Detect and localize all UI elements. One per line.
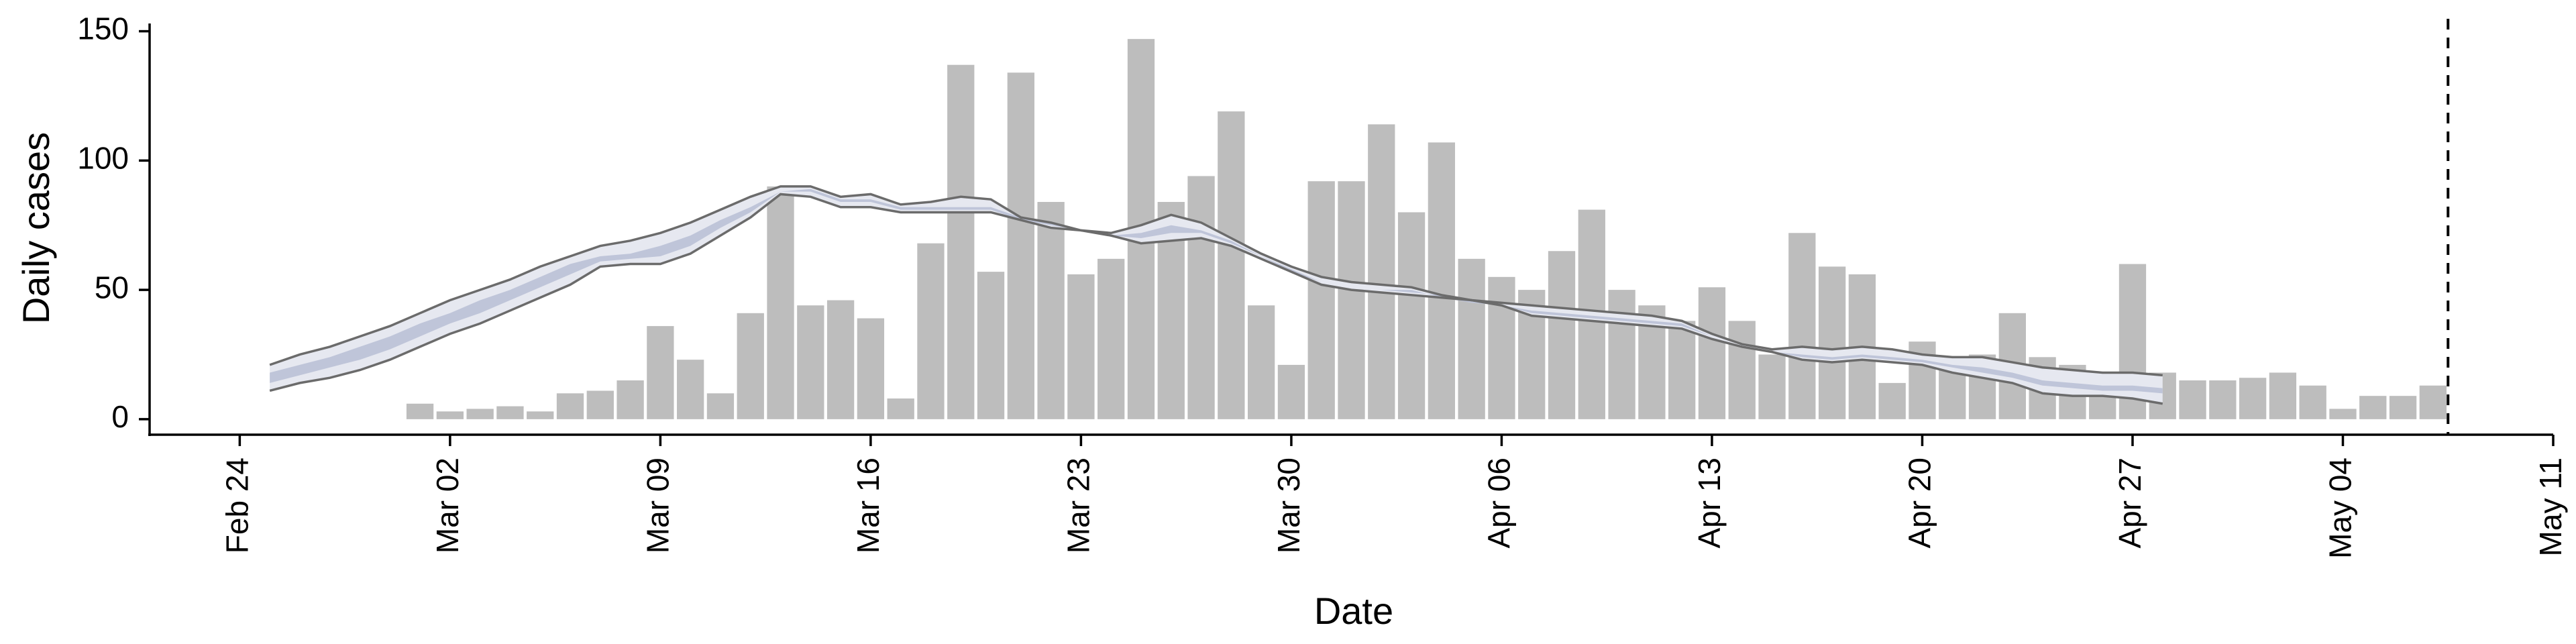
bar-2020-04-03 (1397, 212, 1426, 419)
bar-2020-03-07 (586, 390, 614, 419)
y-tick-label: 100 (77, 140, 129, 175)
bar-2020-03-01 (406, 403, 434, 419)
bar-2020-04-19 (1878, 382, 1906, 419)
y-axis-title: Daily cases (15, 132, 57, 324)
bar-2020-03-03 (466, 409, 494, 419)
bar-2020-03-15 (826, 300, 855, 419)
estimate-upper-line (269, 185, 2163, 377)
x-tick-label: Apr 13 (1692, 458, 1727, 549)
bar-2020-03-17 (887, 398, 914, 419)
bar-2020-04-17 (1818, 266, 1846, 419)
bar-2020-04-05 (1458, 258, 1485, 419)
bar-2020-03-27 (1187, 176, 1215, 419)
bar-2020-03-02 (436, 411, 464, 419)
bar-2020-04-04 (1428, 142, 1456, 419)
x-tick-label: Mar 02 (430, 458, 465, 553)
x-tick-label: Apr 06 (1482, 458, 1517, 549)
y-tick-label: 0 (111, 399, 129, 434)
bar-2020-05-03 (2299, 385, 2326, 419)
estimate-band-layer (269, 185, 2163, 405)
x-axis-title: Date (1314, 590, 1393, 632)
bars-layer (406, 39, 2447, 419)
bar-2020-03-05 (527, 411, 554, 419)
bar-2020-04-12 (1668, 321, 1696, 419)
bar-2020-04-14 (1728, 321, 1756, 419)
bar-2020-04-08 (1548, 251, 1576, 419)
bar-2020-05-02 (2269, 372, 2297, 419)
x-tick-label: Apr 27 (2112, 458, 2147, 549)
y-tick-label: 150 (77, 11, 129, 46)
bar-2020-03-13 (767, 186, 794, 419)
bar-2020-03-04 (496, 406, 524, 419)
bar-2020-04-01 (1338, 181, 1365, 419)
bar-2020-03-21 (1007, 72, 1034, 419)
bar-2020-03-29 (1247, 305, 1275, 419)
bar-2020-04-02 (1368, 124, 1395, 419)
x-tick-label: May 11 (2533, 458, 2568, 556)
bar-2020-05-07 (2419, 385, 2447, 419)
x-tick-label: May 04 (2323, 458, 2358, 559)
bar-2020-03-20 (977, 272, 1005, 419)
y-ticks-layer: 0 50 100 150 (77, 11, 150, 434)
bar-2020-04-30 (2209, 380, 2237, 419)
estimate-lower-line (269, 193, 2163, 405)
bar-2020-05-01 (2239, 378, 2267, 419)
bar-2020-03-14 (797, 305, 824, 419)
bar-2020-03-22 (1037, 202, 1065, 419)
bar-2020-03-10 (677, 360, 704, 419)
x-tick-label: Mar 16 (851, 458, 885, 553)
bar-2020-03-31 (1307, 181, 1335, 419)
bar-2020-05-06 (2389, 396, 2417, 419)
bar-2020-03-28 (1218, 111, 1245, 419)
x-tick-label: Apr 20 (1902, 458, 1937, 549)
bar-2020-03-16 (857, 318, 885, 419)
bar-2020-03-12 (737, 313, 764, 419)
bar-2020-03-19 (947, 64, 975, 419)
bar-2020-04-16 (1788, 233, 1816, 419)
bar-2020-03-18 (917, 243, 945, 419)
x-tick-label: Mar 23 (1061, 458, 1096, 553)
bar-2020-03-08 (616, 380, 644, 419)
bar-2020-05-05 (2359, 396, 2387, 419)
bar-2020-03-09 (647, 326, 674, 419)
bar-2020-03-23 (1067, 274, 1095, 419)
bar-2020-03-24 (1097, 258, 1125, 419)
bar-2020-04-13 (1698, 287, 1726, 419)
bar-2020-05-04 (2329, 409, 2357, 419)
axes-layer (148, 23, 2553, 436)
bar-2020-03-11 (706, 393, 735, 419)
x-tick-label: Feb 24 (220, 458, 255, 553)
x-tick-label: Mar 09 (641, 458, 676, 553)
bar-2020-03-30 (1277, 364, 1305, 419)
estimate-outer-band (270, 186, 2163, 404)
bar-2020-04-06 (1488, 276, 1515, 419)
bar-2020-04-10 (1608, 290, 1635, 419)
bar-2020-04-29 (2179, 380, 2206, 419)
y-tick-label: 50 (95, 270, 129, 305)
x-ticks-layer: Feb 24 Mar 02 Mar 09 Mar 16 Mar 23 Mar 30 Apr … (220, 435, 2568, 559)
bar-2020-03-06 (556, 393, 584, 419)
x-tick-label: Mar 30 (1271, 458, 1306, 553)
bar-2020-04-21 (1939, 370, 1966, 419)
bar-2020-04-15 (1758, 354, 1786, 419)
